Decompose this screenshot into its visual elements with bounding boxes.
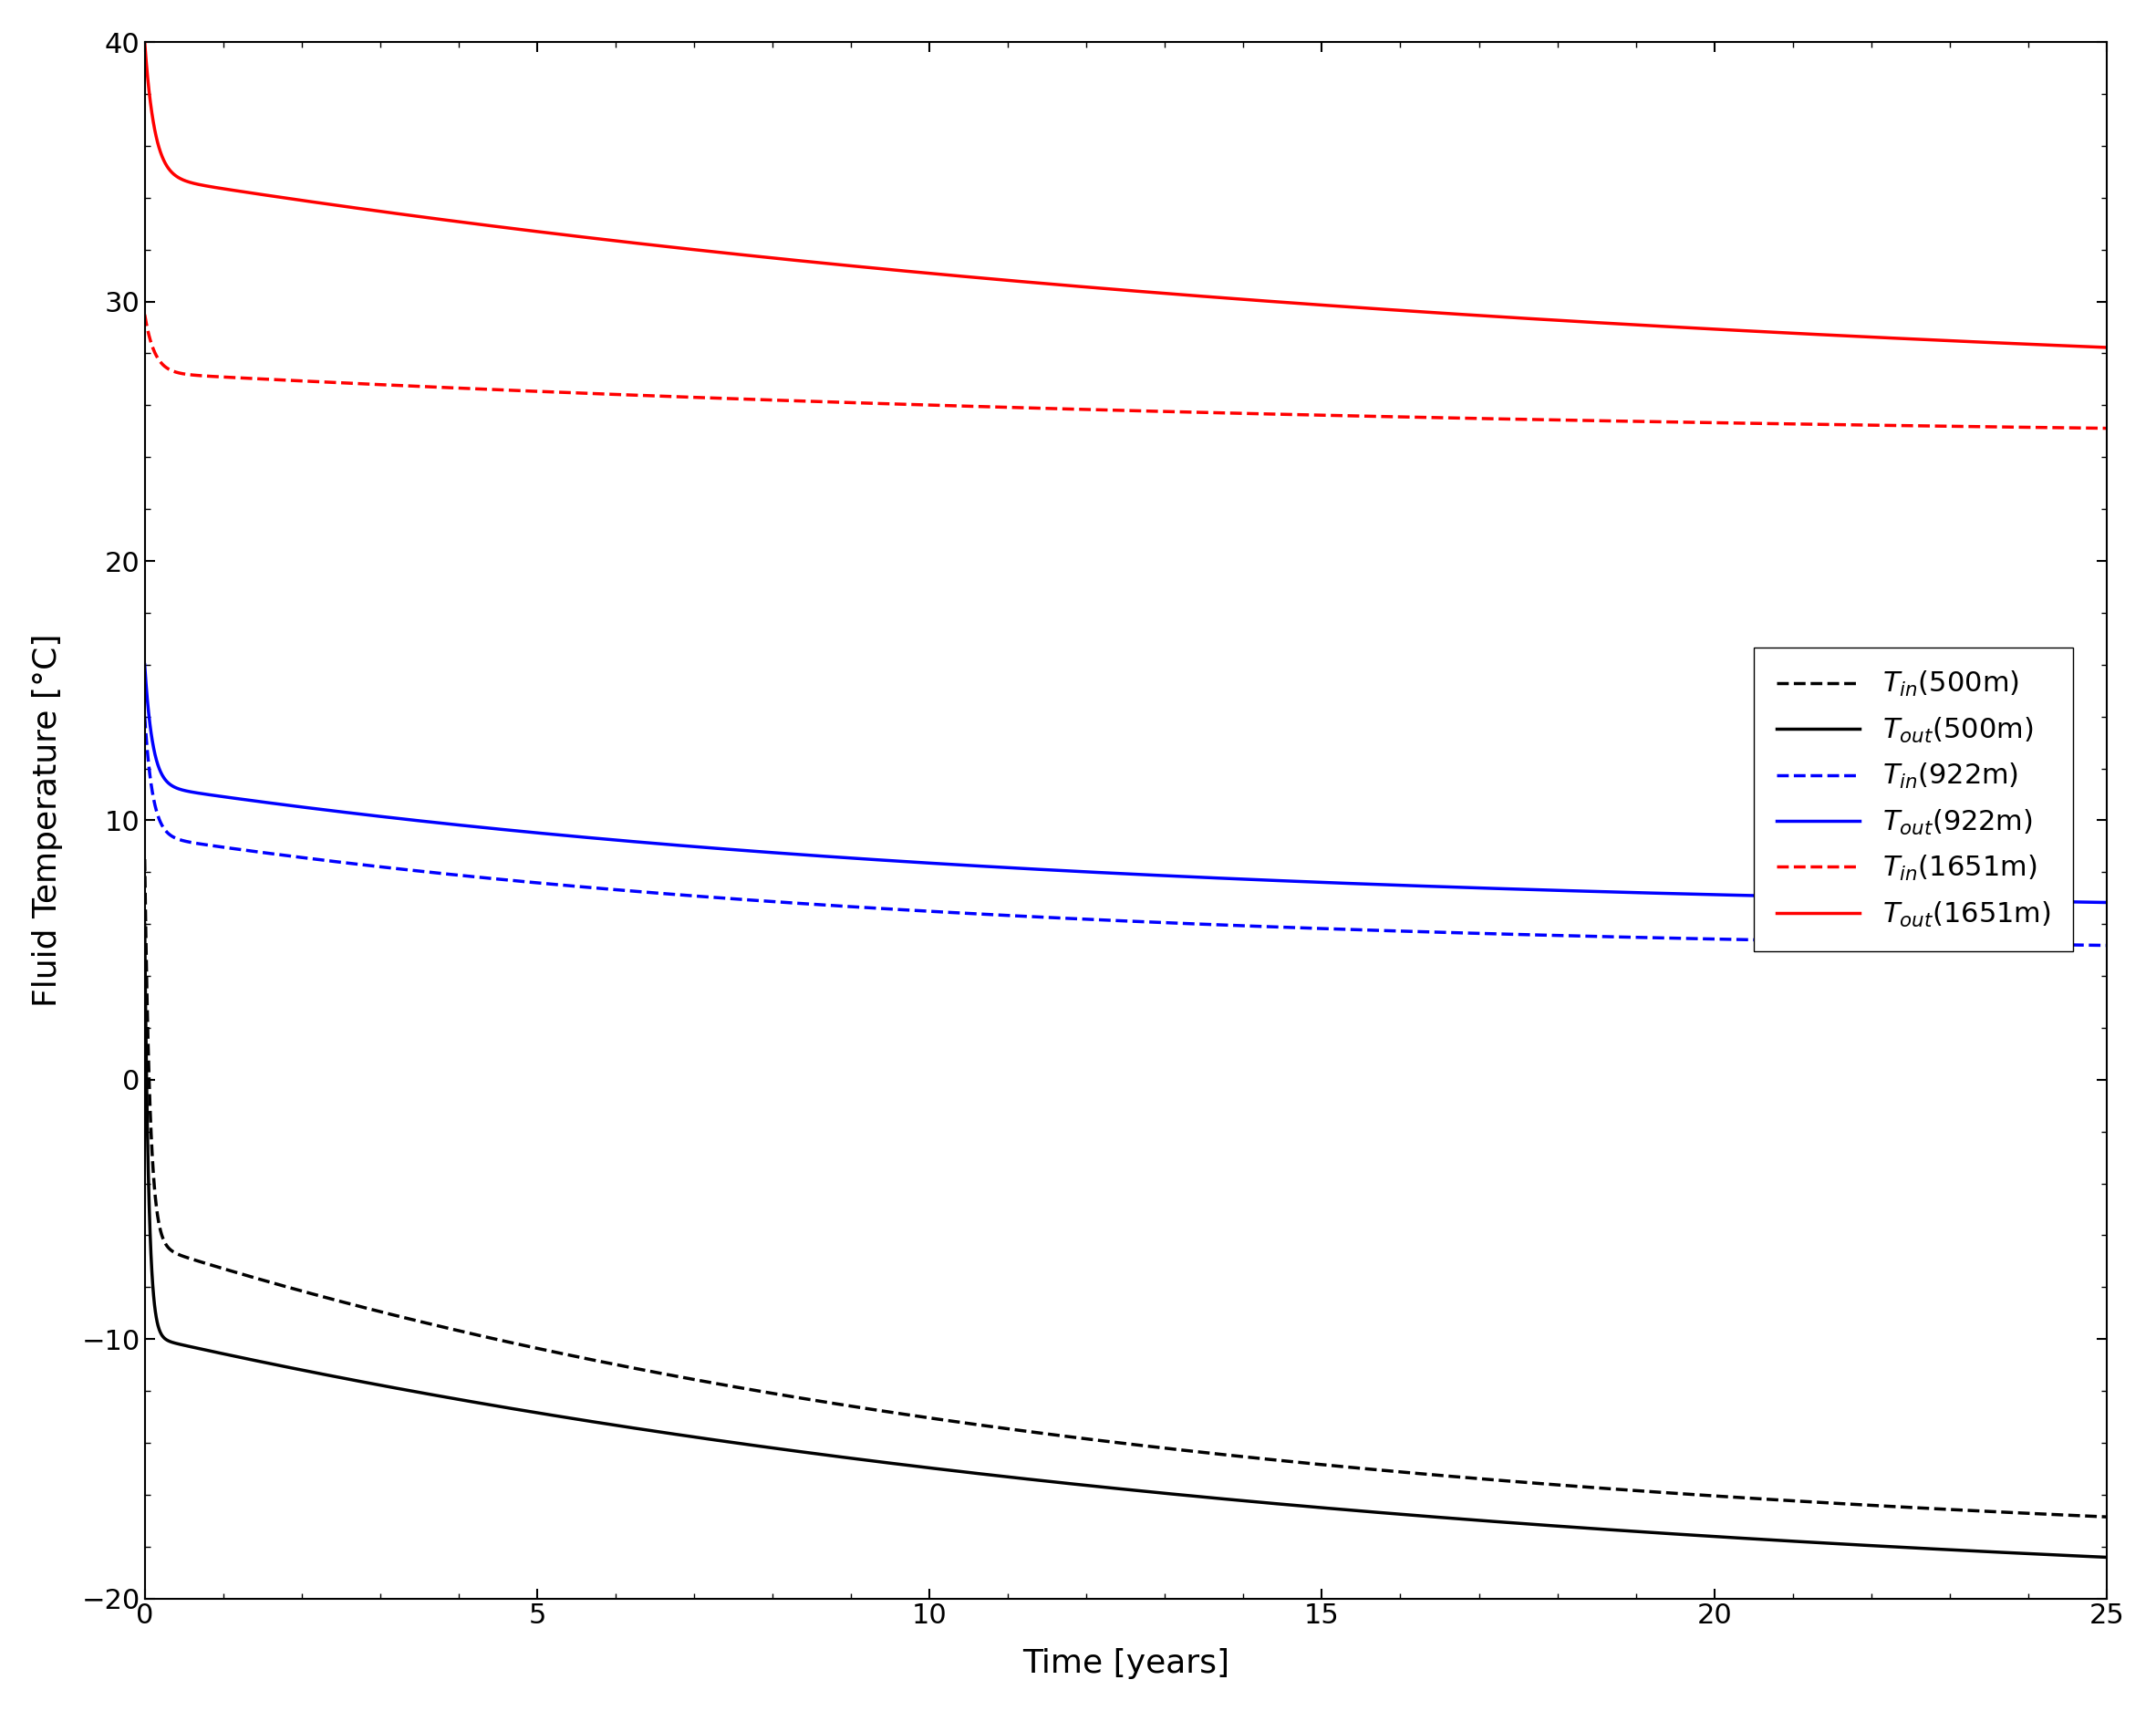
$T_{in}$(922m) <box>1453 922 1479 943</box>
$T_{in}$(500m) <box>332 1292 358 1312</box>
$T_{in}$(1651m) <box>2093 417 2119 438</box>
$T_{out}$(500m) <box>354 1372 379 1393</box>
$T_{out}$(500m) <box>332 1369 358 1389</box>
$T_{out}$(1651m) <box>354 198 379 219</box>
$T_{out}$(922m) <box>132 654 157 674</box>
$T_{in}$(500m) <box>132 849 157 869</box>
$T_{in}$(922m) <box>332 852 358 873</box>
Line: $T_{in}$(500m): $T_{in}$(500m) <box>144 859 2106 1518</box>
Line: $T_{out}$(1651m): $T_{out}$(1651m) <box>144 43 2106 347</box>
Line: $T_{in}$(1651m): $T_{in}$(1651m) <box>144 315 2106 428</box>
$T_{in}$(500m) <box>354 1299 379 1319</box>
$T_{in}$(922m) <box>979 905 1005 926</box>
$T_{out}$(922m) <box>134 681 160 702</box>
$T_{out}$(1651m) <box>134 56 160 77</box>
$T_{in}$(922m) <box>132 707 157 727</box>
$T_{out}$(922m) <box>979 857 1005 878</box>
$T_{out}$(500m) <box>134 1075 160 1095</box>
$T_{in}$(1651m) <box>354 373 379 394</box>
$T_{out}$(1651m) <box>2093 337 2119 358</box>
Line: $T_{in}$(922m): $T_{in}$(922m) <box>144 717 2106 946</box>
$T_{in}$(500m) <box>134 968 160 989</box>
$T_{out}$(922m) <box>418 813 444 833</box>
$T_{out}$(1651m) <box>132 33 157 53</box>
$T_{in}$(922m) <box>354 856 379 876</box>
$T_{out}$(500m) <box>132 914 157 934</box>
$T_{out}$(922m) <box>332 802 358 823</box>
$T_{in}$(500m) <box>979 1417 1005 1437</box>
$T_{in}$(1651m) <box>418 376 444 397</box>
$T_{out}$(500m) <box>979 1465 1005 1485</box>
Y-axis label: Fluid Temperature [°C]: Fluid Temperature [°C] <box>32 633 63 1008</box>
$T_{out}$(922m) <box>1453 878 1479 898</box>
$T_{in}$(1651m) <box>132 305 157 325</box>
Line: $T_{out}$(922m): $T_{out}$(922m) <box>144 664 2106 902</box>
$T_{out}$(500m) <box>418 1384 444 1405</box>
$T_{out}$(1651m) <box>979 269 1005 289</box>
$T_{out}$(1651m) <box>332 197 358 217</box>
$T_{out}$(1651m) <box>1453 305 1479 325</box>
$T_{in}$(500m) <box>1453 1468 1479 1489</box>
$T_{in}$(922m) <box>2093 936 2119 956</box>
$T_{in}$(500m) <box>418 1314 444 1335</box>
$T_{in}$(1651m) <box>134 315 160 335</box>
$T_{out}$(922m) <box>2093 891 2119 912</box>
Legend: $T_{in}$(500m), $T_{out}$(500m), $T_{in}$(922m), $T_{out}$(922m), $T_{in}$(1651m: $T_{in}$(500m), $T_{out}$(500m), $T_{in}… <box>1755 647 2074 951</box>
Line: $T_{out}$(500m): $T_{out}$(500m) <box>144 924 2106 1557</box>
$T_{in}$(1651m) <box>1453 407 1479 428</box>
$T_{in}$(922m) <box>134 732 160 753</box>
$T_{out}$(500m) <box>2093 1547 2119 1567</box>
$T_{in}$(1651m) <box>979 397 1005 417</box>
X-axis label: Time [years]: Time [years] <box>1022 1648 1229 1678</box>
$T_{out}$(1651m) <box>418 209 444 229</box>
$T_{out}$(922m) <box>354 804 379 825</box>
$T_{in}$(1651m) <box>332 373 358 394</box>
$T_{out}$(500m) <box>1453 1509 1479 1530</box>
$T_{in}$(922m) <box>418 862 444 883</box>
$T_{in}$(500m) <box>2093 1507 2119 1528</box>
